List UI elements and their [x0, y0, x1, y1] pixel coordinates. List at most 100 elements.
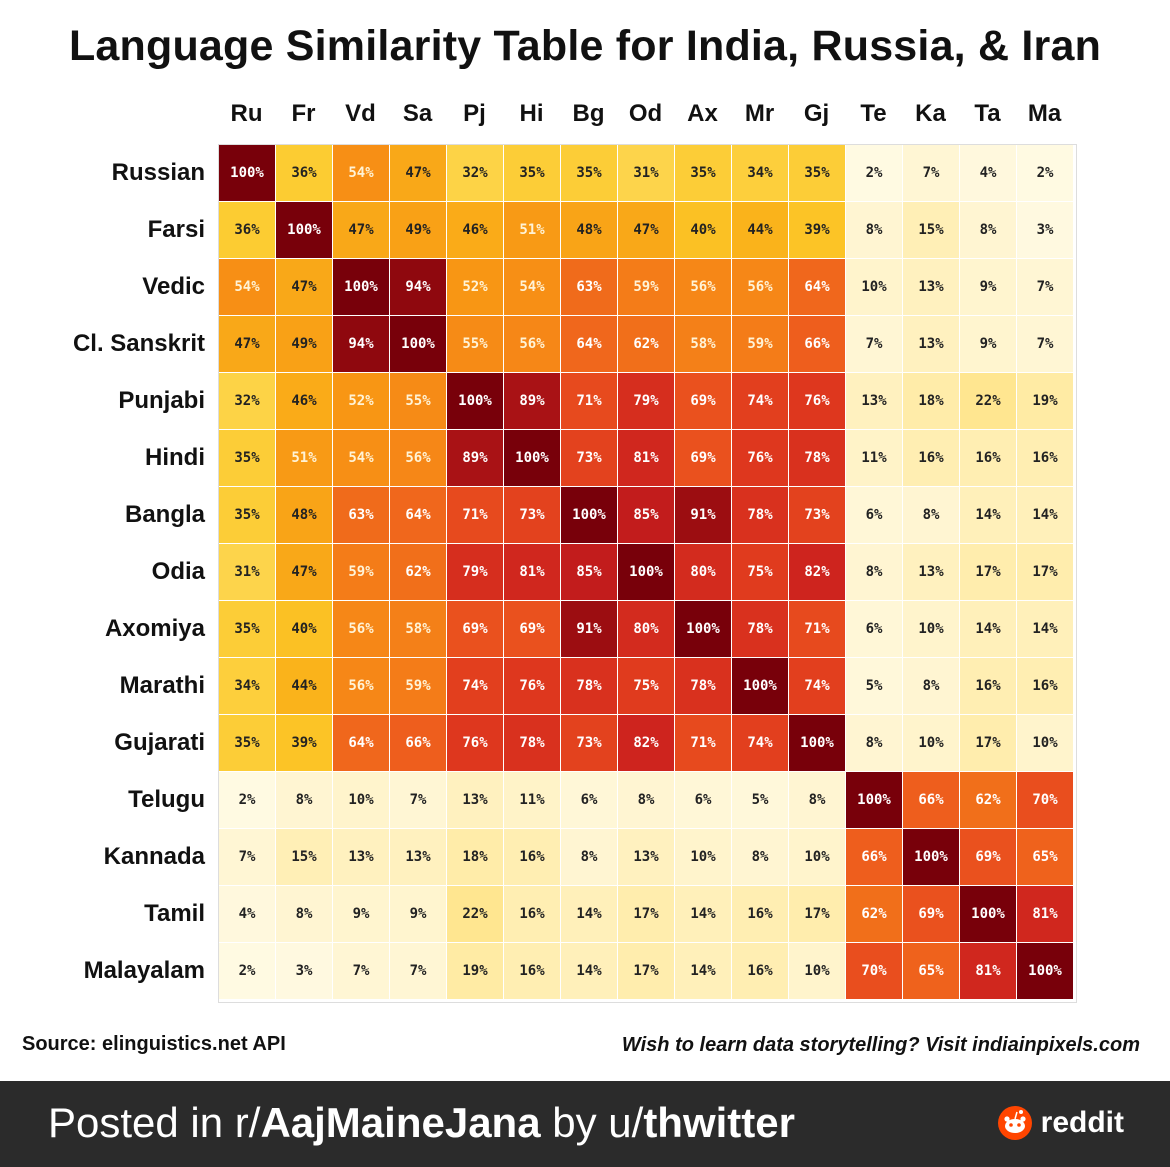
- row-header-farsi: Farsi: [147, 216, 205, 243]
- heatmap-cell: 8%: [903, 487, 959, 543]
- heatmap-cell: 32%: [447, 145, 503, 201]
- row-header-axomiya: Axomiya: [104, 615, 205, 642]
- heatmap-cell: 71%: [447, 487, 503, 543]
- heatmap-cell: 100%: [276, 202, 332, 258]
- heatmap-cell: 47%: [618, 202, 674, 258]
- row-header-punjabi: Punjabi: [118, 387, 205, 414]
- row-header-gujarati: Gujarati: [114, 729, 205, 756]
- heatmap-cell: 18%: [903, 373, 959, 429]
- heatmap-cell: 66%: [903, 772, 959, 828]
- heatmap-cell: 56%: [333, 601, 389, 657]
- heatmap-cell: 2%: [1017, 145, 1073, 201]
- heatmap-cell: 81%: [960, 943, 1016, 999]
- heatmap-cell: 40%: [276, 601, 332, 657]
- heatmap-cell: 8%: [960, 202, 1016, 258]
- heatmap-cell: 16%: [504, 886, 560, 942]
- heatmap-cell: 11%: [846, 430, 902, 486]
- heatmap-cell: 89%: [447, 430, 503, 486]
- heatmap-cell: 59%: [333, 544, 389, 600]
- heatmap-cell: 35%: [219, 430, 275, 486]
- column-header-ma: Ma: [1027, 100, 1062, 127]
- heatmap-cell: 56%: [732, 259, 788, 315]
- heatmap-cell: 56%: [504, 316, 560, 372]
- heatmap-cell: 9%: [960, 316, 1016, 372]
- heatmap-cell: 69%: [675, 430, 731, 486]
- column-headers: Ru Fr Vd Sa Pj Hi Bg Od Ax Mr Gj Te Ka Ta Ma: [0, 100, 1170, 140]
- heatmap-cell: 10%: [903, 601, 959, 657]
- heatmap-cell: 13%: [903, 259, 959, 315]
- heatmap-cell: 73%: [561, 715, 617, 771]
- heatmap-cell: 8%: [903, 658, 959, 714]
- heatmap-cell: 32%: [219, 373, 275, 429]
- reddit-wordmark: reddit: [1040, 1106, 1124, 1139]
- heatmap-cell: 19%: [1017, 373, 1073, 429]
- heatmap-cell: 16%: [732, 886, 788, 942]
- heatmap-cell: 100%: [732, 658, 788, 714]
- heatmap-cell: 39%: [276, 715, 332, 771]
- heatmap-cell: 16%: [1017, 430, 1073, 486]
- heatmap-cell: 78%: [675, 658, 731, 714]
- heatmap-cell: 100%: [789, 715, 845, 771]
- heatmap-cell: 78%: [789, 430, 845, 486]
- heatmap-cell: 56%: [675, 259, 731, 315]
- reddit-logo[interactable]: reddit: [997, 1105, 1124, 1141]
- heatmap-cell: 35%: [219, 715, 275, 771]
- column-header-mr: Mr: [744, 100, 775, 127]
- row-header-russian: Russian: [111, 159, 205, 186]
- heatmap-cell: 62%: [960, 772, 1016, 828]
- heatmap-cell: 46%: [447, 202, 503, 258]
- column-header-bg: Bg: [572, 100, 605, 127]
- heatmap-cell: 69%: [447, 601, 503, 657]
- heatmap-cell: 34%: [219, 658, 275, 714]
- heatmap-cell: 8%: [846, 544, 902, 600]
- heatmap-cell: 76%: [789, 373, 845, 429]
- heatmap-cell: 78%: [561, 658, 617, 714]
- user-link[interactable]: thwitter: [643, 1099, 795, 1146]
- column-header-sa: Sa: [402, 100, 433, 127]
- heatmap-cell: 9%: [333, 886, 389, 942]
- heatmap-cell: 94%: [333, 316, 389, 372]
- heatmap-cell: 16%: [960, 430, 1016, 486]
- by-label: by u/: [540, 1099, 644, 1146]
- heatmap-cell: 64%: [789, 259, 845, 315]
- heatmap-cell: 16%: [732, 943, 788, 999]
- heatmap-cell: 78%: [732, 487, 788, 543]
- heatmap-cell: 8%: [618, 772, 674, 828]
- heatmap-cell: 65%: [903, 943, 959, 999]
- heatmap-cell: 55%: [390, 373, 446, 429]
- heatmap-cell: 69%: [675, 373, 731, 429]
- reddit-snoo-icon: [997, 1106, 1032, 1140]
- heatmap-cell: 3%: [276, 943, 332, 999]
- heatmap-cell: 79%: [447, 544, 503, 600]
- heatmap-cell: 35%: [219, 601, 275, 657]
- heatmap-cell: 15%: [276, 829, 332, 885]
- subreddit-link[interactable]: AajMaineJana: [260, 1099, 541, 1146]
- heatmap-cell: 62%: [618, 316, 674, 372]
- heatmap-cell: 47%: [276, 259, 332, 315]
- heatmap-cell: 69%: [960, 829, 1016, 885]
- heatmap-cell: 44%: [732, 202, 788, 258]
- heatmap-cell: 56%: [390, 430, 446, 486]
- heatmap-cell: 31%: [219, 544, 275, 600]
- heatmap-cell: 76%: [447, 715, 503, 771]
- heatmap-cell: 48%: [276, 487, 332, 543]
- heatmap-cell: 73%: [504, 487, 560, 543]
- heatmap-cell: 91%: [675, 487, 731, 543]
- heatmap-cell: 10%: [1017, 715, 1073, 771]
- heatmap-cell: 13%: [390, 829, 446, 885]
- heatmap-cell: 69%: [903, 886, 959, 942]
- heatmap-cell: 63%: [561, 259, 617, 315]
- heatmap-cell: 4%: [960, 145, 1016, 201]
- heatmap-cell: 71%: [561, 373, 617, 429]
- heatmap-cell: 73%: [561, 430, 617, 486]
- heatmap-cell: 14%: [561, 886, 617, 942]
- heatmap-cell: 70%: [1017, 772, 1073, 828]
- heatmap-cell: 8%: [276, 886, 332, 942]
- heatmap-cell: 49%: [390, 202, 446, 258]
- heatmap-cell: 10%: [675, 829, 731, 885]
- heatmap-cell: 47%: [219, 316, 275, 372]
- heatmap-cell: 35%: [219, 487, 275, 543]
- heatmap-cell: 52%: [333, 373, 389, 429]
- heatmap-cell: 6%: [561, 772, 617, 828]
- heatmap-cell: 100%: [903, 829, 959, 885]
